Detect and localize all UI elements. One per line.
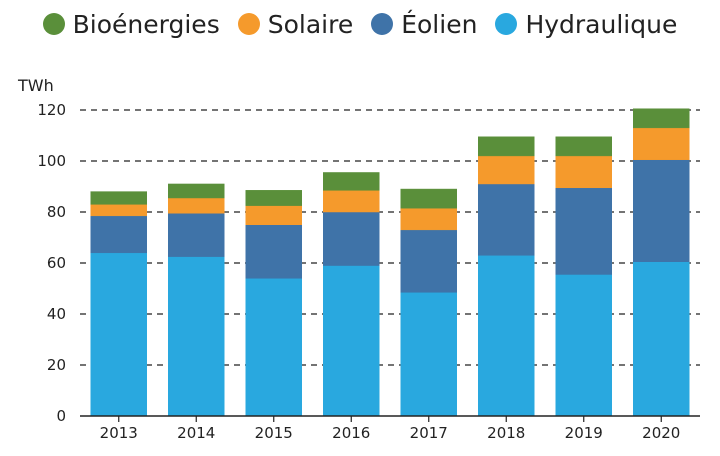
x-tick-label: 2016: [332, 424, 370, 442]
bar-segment-eolien-2018: [478, 183, 535, 256]
y-tick-label: 60: [47, 254, 66, 272]
legend-swatch-eolien: [371, 13, 394, 35]
bar-segment-solaire-2020: [633, 127, 690, 160]
bar-segment-hydraulique-2020: [633, 261, 690, 417]
bar-segment-bioenergies-2019: [555, 136, 612, 157]
chart-legend: Bioénergies Solaire Éolien Hydraulique: [0, 6, 720, 42]
bar-segment-solaire-2013: [90, 204, 147, 217]
bar-segment-eolien-2019: [555, 187, 612, 275]
x-tick-label: 2019: [565, 424, 603, 442]
bar-segment-eolien-2015: [245, 224, 302, 279]
bar-segment-bioenergies-2020: [633, 108, 690, 129]
bar-segment-hydraulique-2016: [323, 265, 380, 417]
bar-segment-hydraulique-2014: [168, 256, 225, 417]
bar-segment-bioenergies-2016: [323, 172, 380, 191]
legend-item-bioenergies: Bioénergies: [42, 9, 220, 39]
x-tick-label: 2020: [642, 424, 680, 442]
legend-label: Éolien: [401, 9, 478, 39]
y-tick-label: 0: [56, 407, 66, 425]
legend-label: Solaire: [267, 9, 354, 39]
legend-swatch-bioenergies: [42, 13, 65, 35]
legend-swatch-solaire: [237, 13, 260, 35]
bar-segment-solaire-2014: [168, 197, 225, 214]
bars: [90, 108, 690, 417]
x-tick-label: 2014: [177, 424, 215, 442]
bar-segment-hydraulique-2015: [245, 278, 302, 417]
bar-segment-hydraulique-2013: [90, 252, 147, 417]
y-tick-label: 20: [47, 356, 66, 374]
y-axis-unit: TWh: [17, 76, 54, 95]
bar-segment-solaire-2016: [323, 190, 380, 213]
bar-segment-bioenergies-2015: [245, 190, 302, 206]
bar-segment-solaire-2019: [555, 155, 612, 189]
bar-segment-bioenergies-2014: [168, 183, 225, 199]
bar-segment-bioenergies-2017: [400, 188, 457, 209]
bar-segment-eolien-2013: [90, 215, 147, 254]
x-tick-label: 2015: [255, 424, 293, 442]
x-tick-label: 2018: [487, 424, 525, 442]
x-tick-label: 2013: [100, 424, 138, 442]
axes: 0 20 40 60 80 100 120 TWh 2013 2014 2015 2016 2017 20…: [17, 76, 700, 442]
legend-label: Bioénergies: [72, 9, 220, 39]
y-tick-label: 120: [37, 101, 66, 119]
y-tick-label: 100: [37, 152, 66, 170]
bar-segment-solaire-2017: [400, 207, 457, 231]
y-tick-label: 40: [47, 305, 66, 323]
bar-segment-eolien-2014: [168, 213, 225, 257]
y-tick-label: 80: [47, 203, 66, 221]
legend-label: Hydraulique: [525, 9, 678, 39]
bar-segment-eolien-2020: [633, 159, 690, 262]
bar-segment-eolien-2016: [323, 211, 380, 266]
bar-segment-hydraulique-2018: [478, 255, 535, 417]
legend-item-solaire: Solaire: [237, 9, 354, 39]
x-tick-label: 2017: [410, 424, 448, 442]
bar-segment-hydraulique-2019: [555, 274, 612, 417]
bar-segment-hydraulique-2017: [400, 292, 457, 417]
bar-segment-bioenergies-2013: [90, 191, 147, 205]
legend-item-eolien: Éolien: [371, 10, 477, 39]
legend-item-hydraulique: Hydraulique: [495, 10, 677, 39]
legend-swatch-hydraulique: [495, 13, 518, 35]
bar-segment-bioenergies-2018: [478, 136, 535, 157]
bar-segment-solaire-2015: [245, 205, 302, 225]
bar-segment-solaire-2018: [478, 155, 535, 185]
bar-segment-eolien-2017: [400, 229, 457, 293]
